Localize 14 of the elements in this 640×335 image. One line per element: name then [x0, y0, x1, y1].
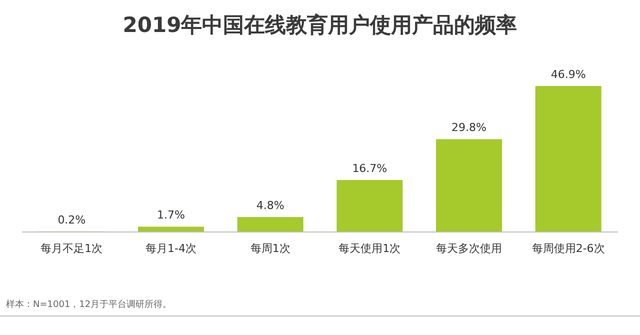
text: 样本：N=1001，12月于平台调研所得。: [6, 299, 172, 310]
chart-title: 2019年中国在线教育用户使用产品的频率: [122, 13, 518, 37]
data-label: 1.7%: [157, 208, 185, 222]
data-label: 46.9%: [550, 68, 586, 81]
data-label: 4.8%: [256, 199, 284, 212]
x-tick-label: 每天多次使用: [436, 242, 502, 255]
x-tick-label: 每周使用2-6次: [532, 242, 605, 255]
data-label: 29.8%: [452, 121, 486, 134]
x-tick-label: 每天使用1次: [338, 242, 401, 255]
x-tick-label: 每月1-4次: [146, 242, 196, 255]
x-tick-label: 每月不足1次: [40, 242, 103, 255]
data-label: 16.7%: [352, 162, 388, 176]
x-tick-label: 每周1次: [250, 242, 290, 255]
data-label: 0.2%: [58, 213, 86, 226]
